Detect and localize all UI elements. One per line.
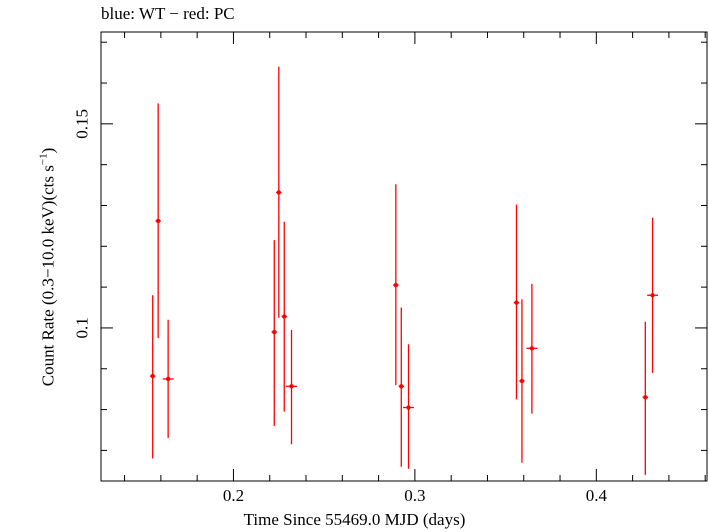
data-point [393, 184, 399, 386]
x-tick-label: 0.2 [223, 486, 244, 505]
plot-frame [100, 31, 708, 482]
data-point [513, 204, 520, 400]
data-point [519, 299, 525, 463]
data-point [271, 240, 277, 426]
data-point [286, 329, 297, 445]
point-marker [406, 405, 411, 410]
point-marker [150, 373, 155, 379]
point-marker [529, 346, 535, 351]
y-tick-label: 0.1 [73, 317, 92, 338]
data-point [162, 319, 174, 439]
point-marker [519, 378, 525, 384]
point-marker [276, 190, 282, 195]
point-marker [643, 395, 648, 400]
y-axis-label: Count Rate (0.3−10.0 keV)(cts s−1) [38, 148, 59, 387]
point-marker [282, 314, 287, 319]
y-axis-label-end: ) [38, 147, 58, 154]
x-tick-label: 0.3 [404, 486, 425, 505]
data-point [398, 307, 404, 467]
chart-title: blue: WT − red: PC [101, 4, 235, 23]
axis-ticks [101, 32, 707, 481]
point-marker [272, 329, 277, 335]
data-point [642, 321, 649, 475]
y-axis-label-exponent: −1 [37, 153, 50, 166]
data-point [149, 295, 156, 459]
y-tick-label: 0.15 [73, 109, 92, 139]
data-point [155, 103, 161, 339]
point-marker [393, 282, 399, 288]
data-point [526, 283, 538, 414]
point-marker [155, 218, 161, 224]
data-point [281, 221, 287, 412]
y-axis-label-main: Count Rate (0.3−10.0 keV)(cts s [38, 165, 58, 387]
point-marker [399, 384, 404, 389]
point-marker [650, 293, 655, 298]
data-point [403, 344, 414, 469]
data-point [647, 217, 659, 373]
x-tick-label: 0.4 [586, 486, 608, 505]
point-marker [289, 384, 294, 389]
point-marker [514, 300, 519, 305]
x-axis-label: Time Since 55469.0 MJD (days) [243, 510, 466, 529]
data-point [276, 66, 282, 318]
point-marker [165, 376, 171, 382]
axis-tick-labels: 0.2 0.3 0.4 0.1 0.15 [73, 109, 608, 505]
data-points [149, 66, 659, 475]
